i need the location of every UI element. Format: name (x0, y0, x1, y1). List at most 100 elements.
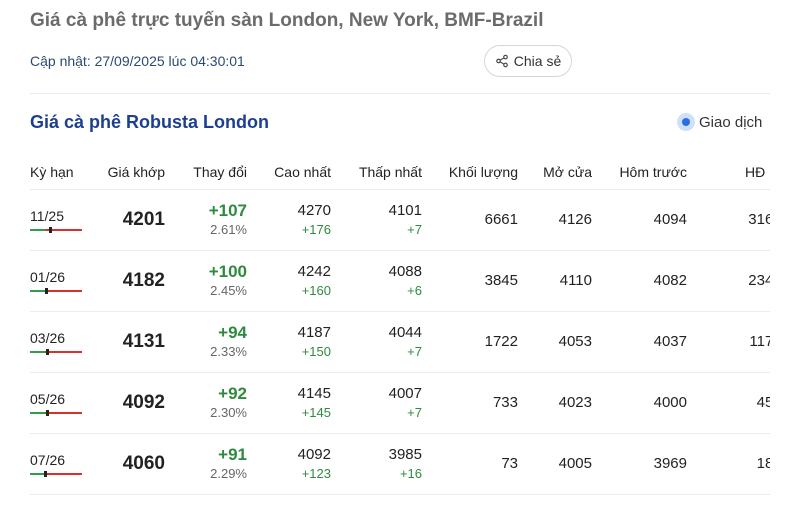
term-cell: 03/26 (30, 310, 90, 372)
high-diff: +145 (301, 404, 331, 420)
high-cell: 4187 +150 (247, 310, 331, 372)
open-cell: 4023 (518, 371, 592, 433)
low-diff: +7 (407, 221, 422, 237)
match-price: 4060 (122, 452, 165, 474)
high-cell: 4145 +145 (247, 371, 331, 433)
low-cell: 4088 +6 (331, 249, 422, 311)
change-cell: +100 2.45% (165, 249, 247, 311)
price-cell: 4060 (90, 432, 165, 495)
open-cell: 4126 (518, 188, 592, 250)
table-row: 07/26 4060 +91 2.29% 4092 +123 3985 +16 … (30, 432, 770, 495)
high-diff: +123 (301, 465, 331, 481)
low-cell: 4007 +7 (331, 371, 422, 433)
prev-close-cell: 4082 (592, 249, 687, 311)
term-cell: 05/26 (30, 371, 90, 433)
volume-cell: 733 (422, 371, 518, 433)
term-cell: 11/25 (30, 188, 90, 250)
low-cell: 4101 +7 (331, 188, 422, 250)
table-row: 11/25 4201 +107 2.61% 4270 +176 4101 +7 … (30, 188, 770, 250)
match-price: 4201 (122, 208, 165, 230)
term-cell: 07/26 (30, 432, 90, 495)
volume-cell: 73 (422, 432, 518, 495)
column-header: Kỳ hạn (30, 163, 74, 180)
prev-close-cell: 3969 (592, 432, 687, 495)
low-diff: +7 (407, 404, 422, 420)
open-cell: 4110 (518, 249, 592, 311)
match-price: 4182 (122, 269, 165, 291)
change-value: +107 (208, 201, 247, 220)
low-diff: +16 (399, 465, 422, 481)
change-value: +100 (208, 262, 247, 281)
page-title: Giá cà phê trực tuyến sàn London, New Yo… (30, 10, 544, 31)
day-range-bar (30, 471, 82, 477)
price-cell: 4201 (90, 188, 165, 250)
high-value: 4242 (297, 262, 331, 280)
day-range-bar (30, 227, 82, 233)
change-value: +91 (218, 445, 247, 464)
match-price: 4131 (122, 330, 165, 352)
high-cell: 4092 +123 (247, 432, 331, 495)
high-diff: +150 (301, 343, 331, 359)
column-header: HĐ mở (745, 163, 770, 180)
day-range-bar (30, 288, 82, 294)
high-value: 4092 (297, 445, 331, 463)
price-cell: 4131 (90, 310, 165, 372)
high-cell: 4242 +160 (247, 249, 331, 311)
volume-cell: 1722 (422, 310, 518, 372)
price-table-container[interactable]: Kỳ hạn Giá khớp Thay đổi Cao nhất Thấp n… (30, 155, 770, 500)
column-header: Hôm trước (619, 163, 687, 180)
change-percent: 2.30% (210, 405, 247, 420)
low-value: 4088 (388, 262, 422, 280)
volume-cell: 6661 (422, 188, 518, 250)
trade-toggle-label: Giao dịch (699, 113, 763, 131)
high-cell: 4270 +176 (247, 188, 331, 250)
high-diff: +176 (301, 221, 331, 237)
open-interest-cell: 11727 (687, 310, 770, 372)
low-value: 3985 (388, 445, 422, 463)
open-interest-cell: 4555 (687, 371, 770, 433)
last-updated: Cập nhật: 27/09/2025 lúc 04:30:01 (30, 53, 245, 69)
term-label: 01/26 (30, 269, 66, 285)
section-title: Giá cà phê Robusta London (30, 112, 270, 132)
term-cell: 01/26 (30, 249, 90, 311)
low-diff: +7 (407, 343, 422, 359)
low-cell: 3985 +16 (331, 432, 422, 495)
term-label: 07/26 (30, 452, 66, 468)
table-header-row: Kỳ hạn Giá khớp Thay đổi Cao nhất Thấp n… (30, 155, 770, 189)
low-value: 4101 (388, 201, 422, 219)
prev-close-cell: 4000 (592, 371, 687, 433)
low-diff: +6 (407, 282, 422, 298)
change-value: +94 (218, 323, 247, 342)
radio-selected-icon (677, 113, 695, 131)
match-price: 4092 (122, 391, 165, 413)
high-value: 4187 (297, 323, 331, 341)
volume-cell: 3845 (422, 249, 518, 311)
column-header: Giá khớp (107, 163, 165, 180)
prev-close-cell: 4037 (592, 310, 687, 372)
low-value: 4007 (388, 384, 422, 402)
change-value: +92 (218, 384, 247, 403)
change-percent: 2.33% (210, 344, 247, 359)
low-value: 4044 (388, 323, 422, 341)
table-row: 01/26 4182 +100 2.45% 4242 +160 4088 +6 … (30, 249, 770, 311)
column-header: Thay đổi (193, 163, 247, 180)
trade-toggle[interactable]: Giao dịch (677, 113, 762, 131)
low-cell: 4044 +7 (331, 310, 422, 372)
day-range-bar (30, 349, 82, 355)
prev-close-cell: 4094 (592, 188, 687, 250)
share-button[interactable]: Chia sẻ (484, 45, 572, 77)
high-diff: +160 (301, 282, 331, 298)
open-interest-cell: 31670 (687, 188, 770, 250)
change-percent: 2.61% (210, 222, 247, 237)
column-header: Mở cửa (543, 163, 592, 180)
price-cell: 4092 (90, 371, 165, 433)
change-cell: +92 2.30% (165, 371, 247, 433)
change-cell: +107 2.61% (165, 188, 247, 250)
share-label: Chia sẻ (513, 53, 562, 69)
change-percent: 2.45% (210, 283, 247, 298)
table-row: 05/26 4092 +92 2.30% 4145 +145 4007 +7 7… (30, 371, 770, 433)
term-label: 03/26 (30, 330, 66, 346)
high-value: 4270 (297, 201, 331, 219)
open-interest-cell: 1823 (687, 432, 770, 495)
term-label: 11/25 (30, 208, 64, 224)
